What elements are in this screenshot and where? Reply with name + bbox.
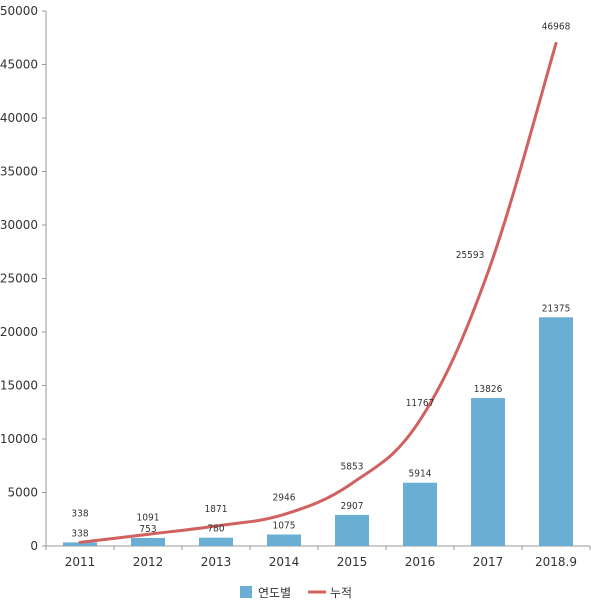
bar-value-label: 780 (207, 524, 224, 535)
legend-label-line: 누적 (330, 586, 352, 600)
y-tick-label: 35000 (0, 165, 38, 179)
x-tick-label: 2017 (473, 555, 504, 569)
x-tick-label: 2018.9 (535, 555, 577, 569)
bar (63, 542, 97, 546)
legend: 연도별 누적 (240, 586, 352, 600)
legend-label-bar: 연도별 (258, 586, 291, 600)
bar-value-label: 753 (139, 524, 156, 535)
x-tick-label: 2015 (337, 555, 368, 569)
line-value-label: 1871 (205, 504, 228, 515)
bar-value-label: 13826 (474, 384, 503, 395)
y-tick-label: 30000 (0, 218, 38, 232)
line-value-label: 2946 (273, 492, 296, 503)
y-tick-label: 45000 (0, 58, 38, 72)
bar (131, 537, 165, 546)
bar (335, 514, 369, 546)
y-tick-label: 25000 (0, 272, 38, 286)
y-tick-label: 5000 (7, 486, 38, 500)
bar (539, 317, 573, 546)
line-value-label: 46968 (542, 21, 571, 32)
y-tick-label: 10000 (0, 432, 38, 446)
bar-series (63, 317, 573, 546)
y-tick-label: 15000 (0, 379, 38, 393)
legend-swatch-bar (240, 586, 252, 598)
y-tick-label: 0 (30, 539, 38, 553)
bar (403, 482, 437, 546)
line-value-label: 5853 (341, 461, 364, 472)
line-series (78, 41, 558, 544)
x-tick-label: 2011 (65, 555, 96, 569)
y-axis: 0 5000 10000 15000 20000 25000 30000 35000 40000… (0, 4, 47, 553)
bar-value-label: 1075 (273, 520, 296, 531)
x-tick-label: 2016 (405, 555, 436, 569)
line-value-label: 338 (71, 508, 88, 519)
bar-value-label: 2907 (341, 501, 364, 512)
x-tick-label: 2014 (269, 555, 300, 569)
line-value-label: 11767 (406, 398, 435, 409)
bar-value-label: 5914 (409, 469, 432, 480)
line-value-label: 25593 (456, 250, 485, 261)
data-labels: 338 753 780 1075 2907 5914 13826 21375 338 1091 18… (71, 21, 570, 539)
y-tick-label: 20000 (0, 325, 38, 339)
bar (267, 534, 301, 546)
x-tick-label: 2012 (133, 555, 164, 569)
bar (471, 398, 505, 546)
bar-value-label: 338 (71, 528, 88, 539)
y-tick-label: 40000 (0, 111, 38, 125)
bar-value-label: 21375 (542, 303, 571, 314)
x-tick-label: 2013 (201, 555, 232, 569)
line-value-label: 1091 (137, 512, 160, 523)
bar (199, 537, 233, 546)
x-axis: 2011 2012 2013 2014 2015 2016 2017 2018.9 (45, 545, 591, 569)
y-tick-label: 50000 (0, 4, 38, 18)
